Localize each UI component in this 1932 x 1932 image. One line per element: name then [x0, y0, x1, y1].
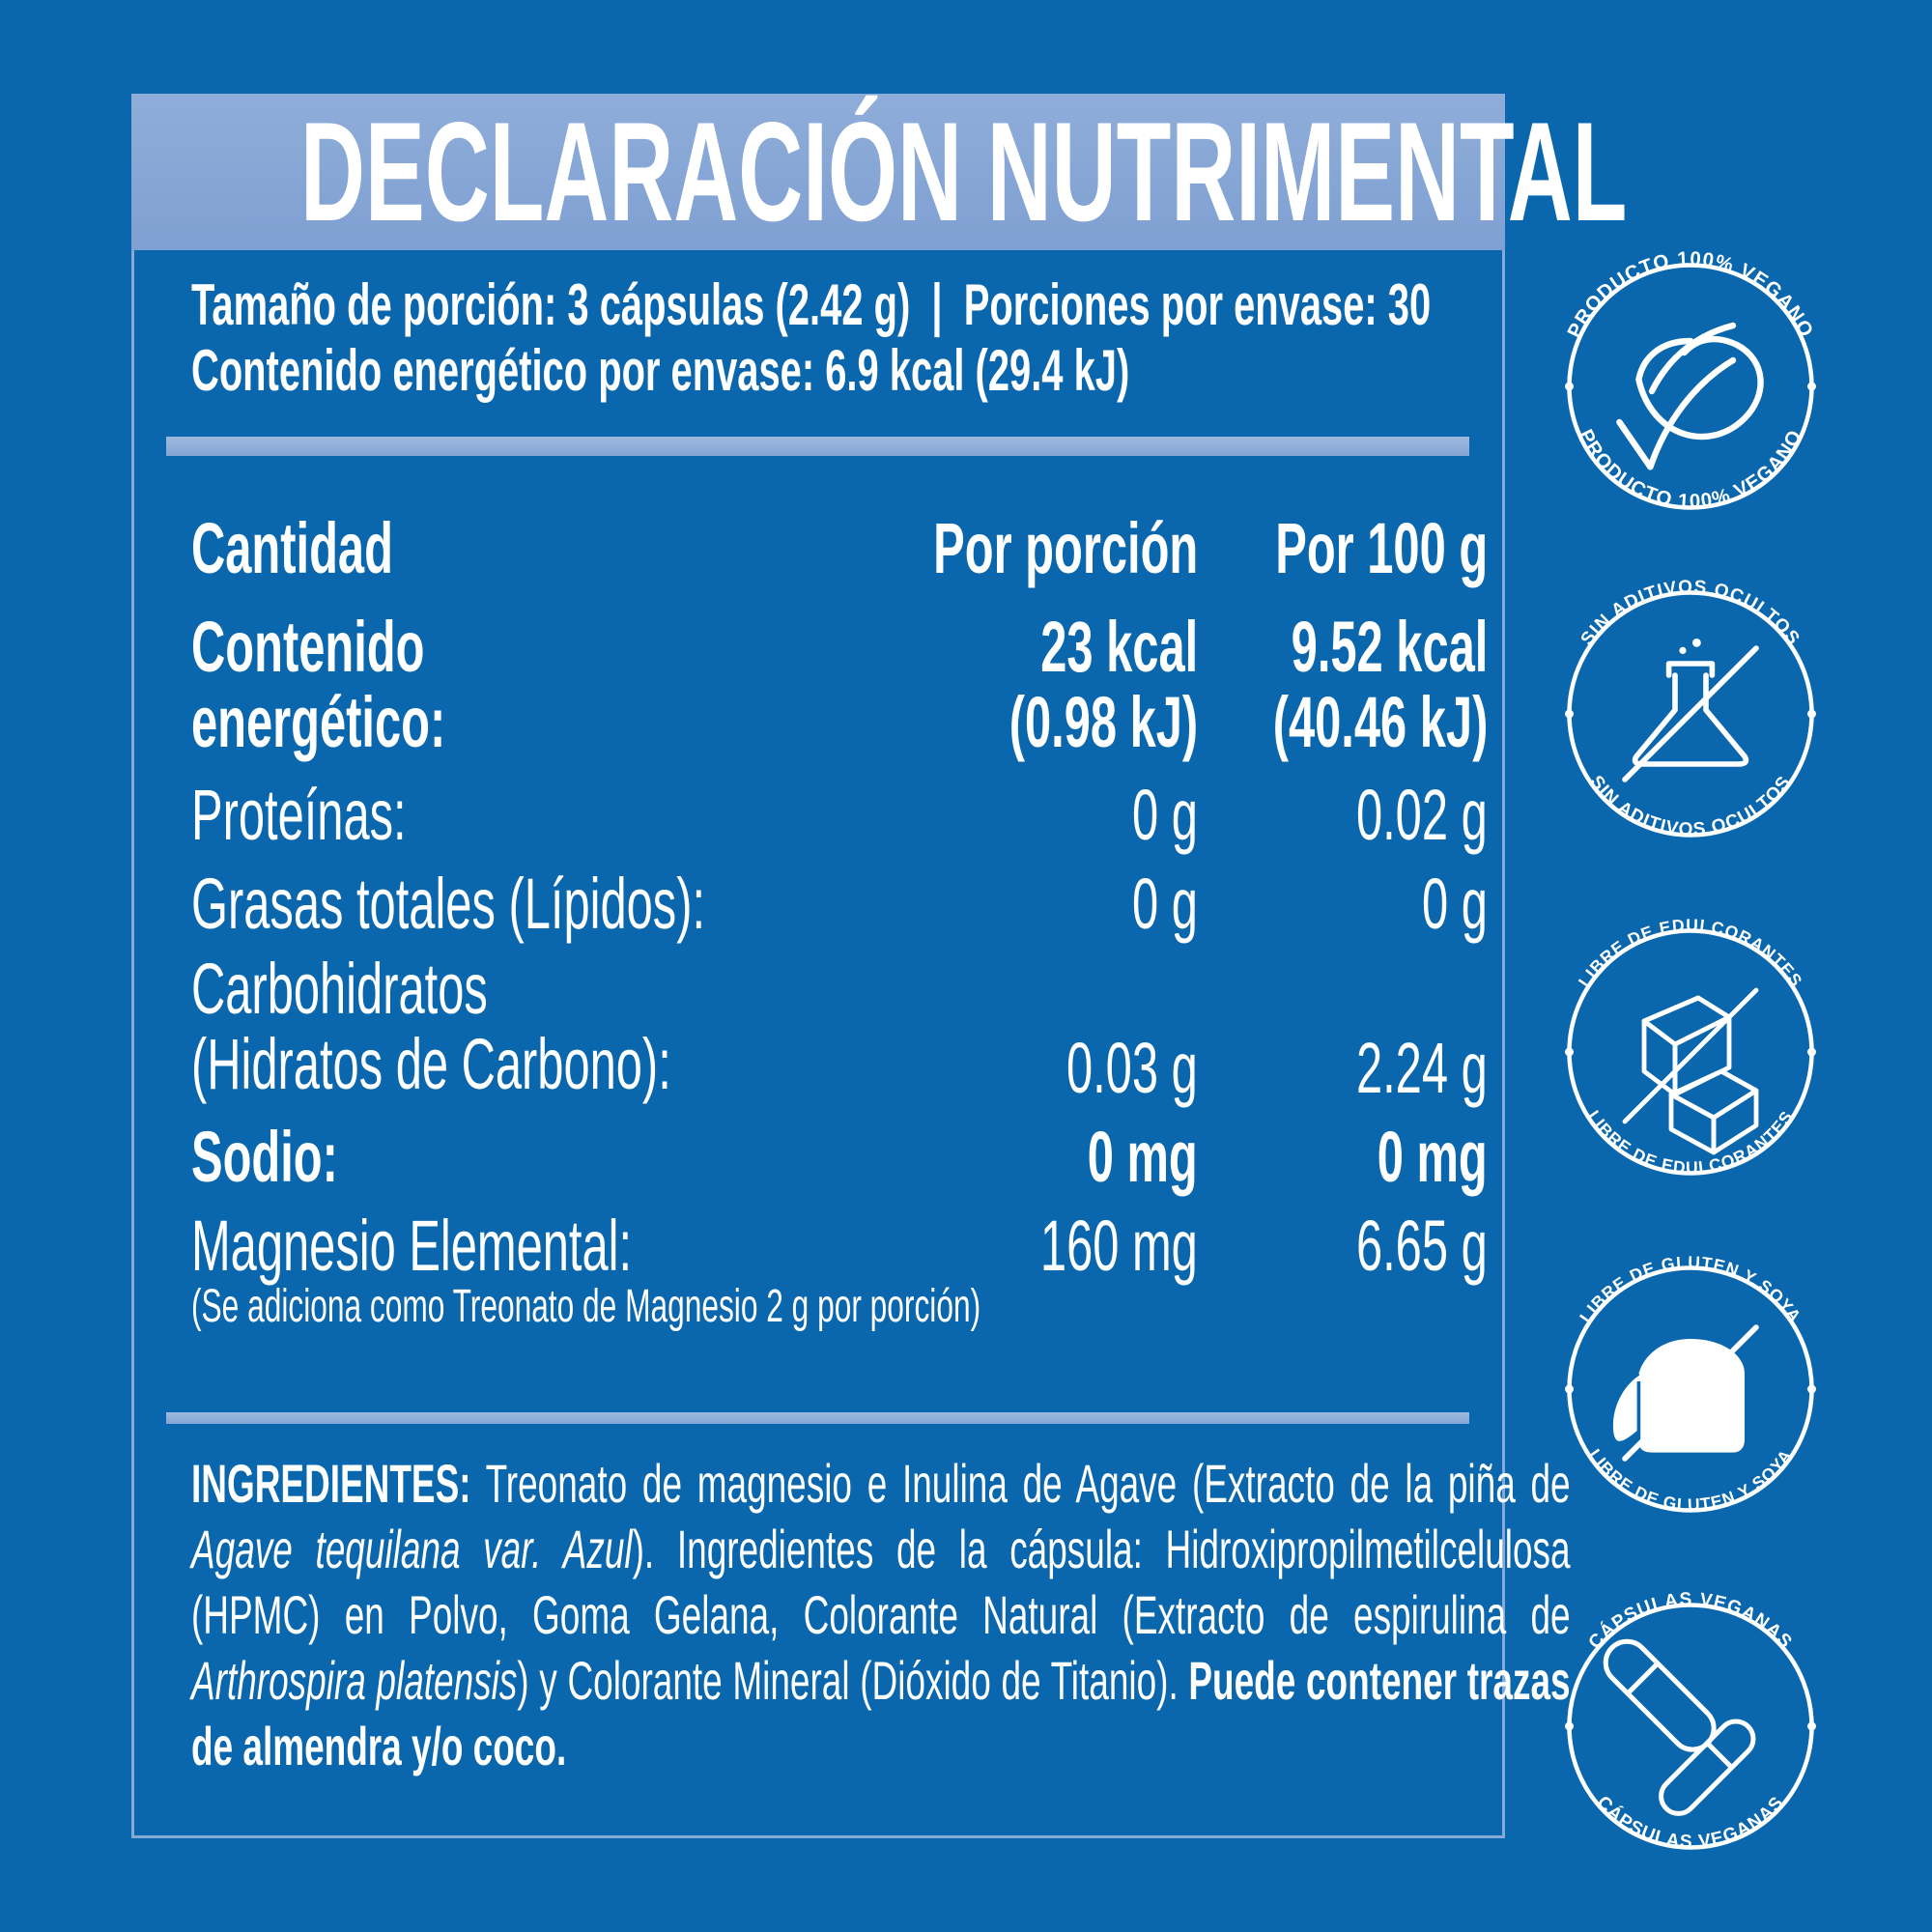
svg-text:CÁPSULAS VEGANAS: CÁPSULAS VEGANAS — [1593, 1792, 1789, 1852]
svg-text:LIBRE DE EDULCORANTES: LIBRE DE EDULCORANTES — [1575, 915, 1806, 990]
svg-text:LIBRE DE GLUTEN Y SOYA: LIBRE DE GLUTEN Y SOYA — [1576, 1252, 1805, 1325]
svg-text:LIBRE DE GLUTEN Y SOYA: LIBRE DE GLUTEN Y SOYA — [1585, 1445, 1796, 1514]
svg-text:PRODUCTO 100% VEGANO: PRODUCTO 100% VEGANO — [1575, 426, 1807, 513]
svg-text:SIN ADITIVOS OCULTOS: SIN ADITIVOS OCULTOS — [1585, 772, 1795, 840]
svg-text:PRODUCTO 100% VEGANO: PRODUCTO 100% VEGANO — [1563, 247, 1818, 341]
svg-text:SIN ADITIVOS OCULTOS: SIN ADITIVOS OCULTOS — [1577, 577, 1804, 649]
